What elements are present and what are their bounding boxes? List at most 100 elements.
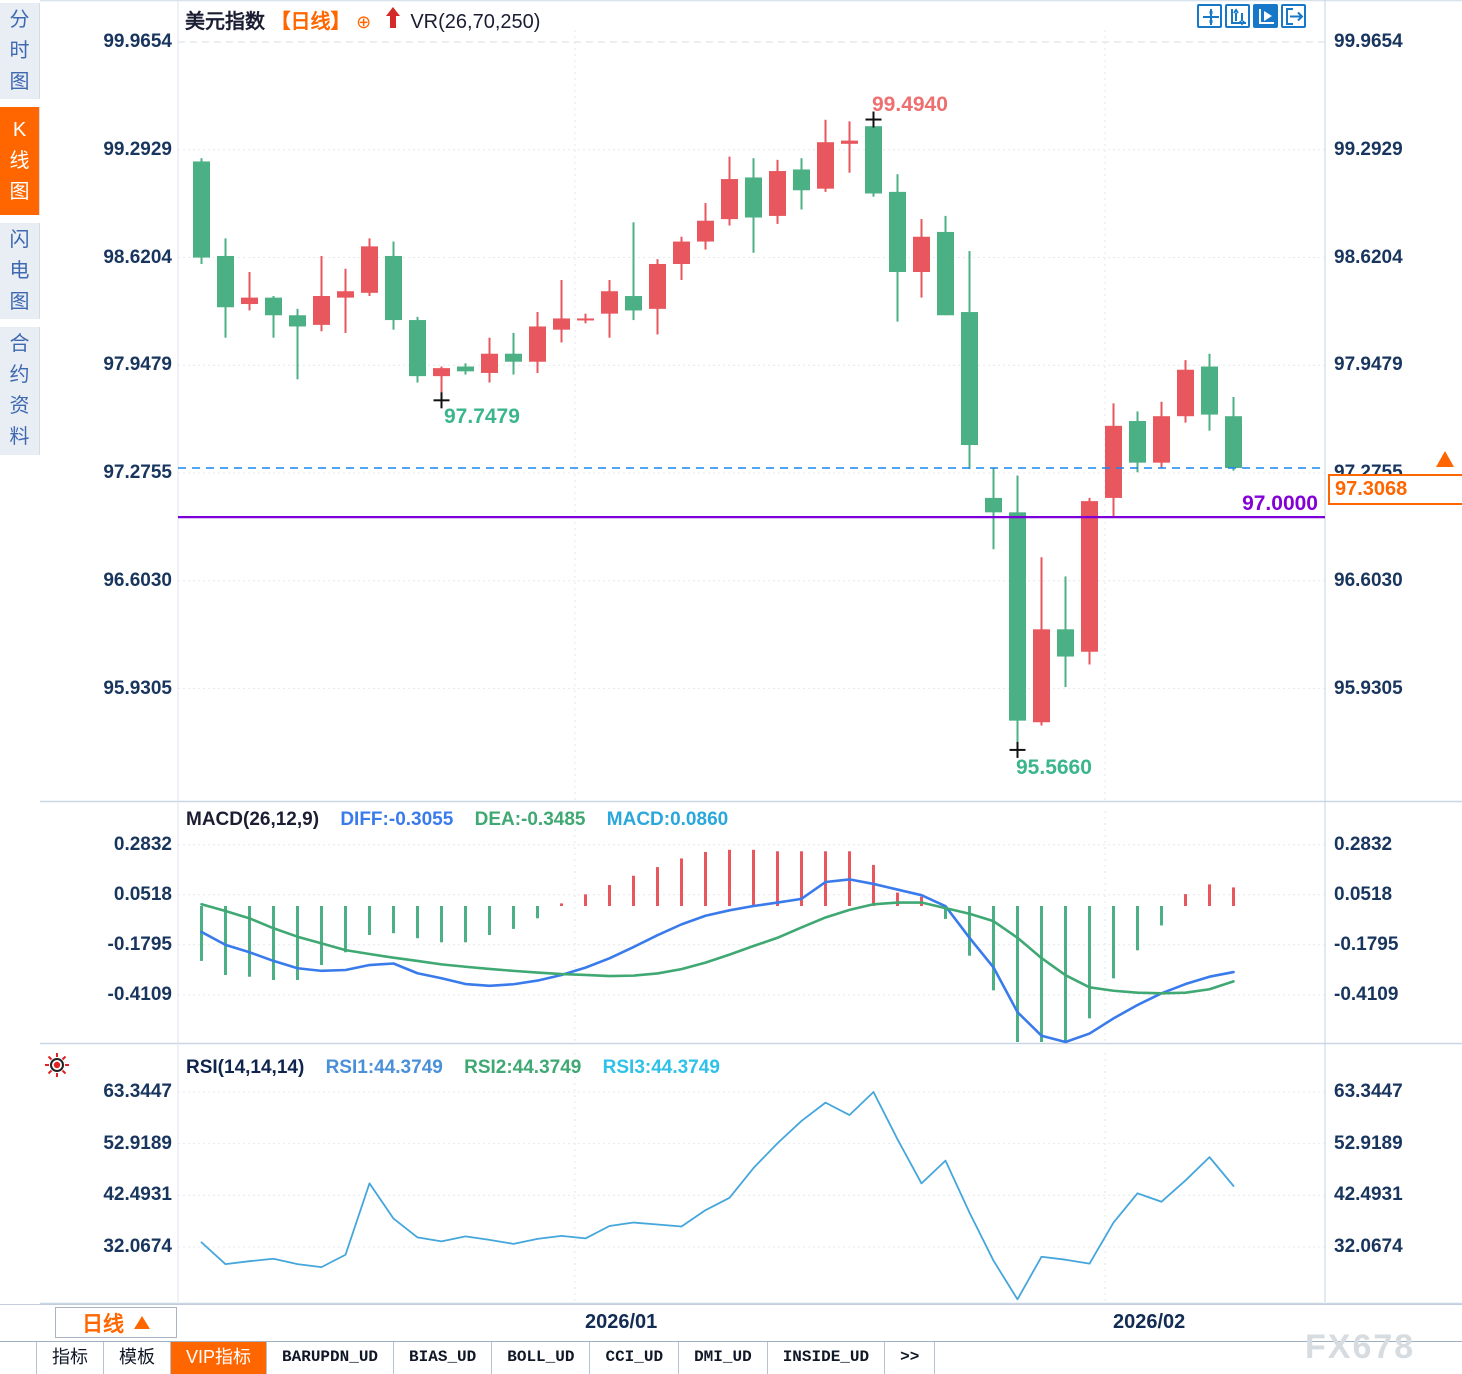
rsi2-value: RSI2:44.3749 (464, 1057, 582, 1078)
y-axis-tick-right: 52.9189 (1334, 1132, 1403, 1154)
candle-body (1081, 501, 1098, 652)
y-axis-tick-right: 97.9479 (1334, 354, 1403, 376)
rsi1-value: RSI1:44.3749 (325, 1057, 443, 1078)
rsi-header: RSI(14,14,14) RSI1:44.3749 RSI2:44.3749 … (186, 1057, 736, 1079)
y-axis-tick-left: 32.0674 (103, 1235, 172, 1257)
candle-body (745, 177, 762, 218)
rsi3-value: RSI3:44.3749 (602, 1057, 720, 1078)
candle-body (1105, 425, 1122, 498)
candle-body (769, 171, 786, 216)
tab-vip[interactable]: VIP指标 (171, 1342, 268, 1374)
candle-body (961, 312, 978, 446)
candle-body (265, 297, 282, 316)
current-price-box: 97.3068 (1328, 474, 1462, 505)
tab-insideud[interactable]: INSIDE_UD (768, 1342, 886, 1374)
y-axis-tick-left: 63.3447 (103, 1081, 172, 1102)
tab-barupdnud[interactable]: BARUPDN_UD (267, 1342, 395, 1374)
y-axis-tick-right: -0.1795 (1334, 933, 1399, 955)
y-axis-tick-right: 32.0674 (1334, 1235, 1403, 1257)
candle-body (1009, 512, 1026, 721)
x-axis-date-january: 2026/01 (585, 1311, 658, 1333)
macd-title: MACD(26,12,9) (186, 809, 320, 830)
candle-body (457, 366, 474, 372)
candle-body (625, 296, 642, 311)
candle-body (1201, 366, 1218, 415)
candle-body (673, 241, 690, 264)
tab-bollud[interactable]: BOLL_UD (492, 1342, 591, 1374)
tab-[interactable]: 模板 (104, 1342, 171, 1374)
y-axis-tick-left: -0.4109 (107, 983, 172, 1005)
candle-body (529, 326, 546, 362)
sidebar-item-tab3[interactable]: 合约资料 (0, 327, 40, 455)
candle-body (841, 140, 858, 144)
rsi-title: RSI(14,14,14) (186, 1057, 305, 1078)
sidebar-item-char: 资 (9, 395, 30, 417)
candle-body (289, 315, 306, 327)
tab-[interactable]: 指标 (37, 1342, 104, 1374)
sidebar-item-tab0[interactable]: 分时图 (0, 3, 40, 99)
candle-body (865, 126, 882, 194)
mid-low-price-annotation: 97.7479 (444, 405, 520, 428)
triangle-up-icon (134, 1316, 150, 1329)
main-chart-header: 美元指数 【日线】 ⊕ VR(26,70,250) (185, 5, 540, 36)
y-axis-tick-right: 95.9305 (1334, 677, 1403, 699)
candle-body (913, 236, 930, 272)
indicator-tab-bar: 指标 模板 VIP指标 BARUPDN_UD BIAS_UD BOLL_UD CCI_UD D… (0, 1341, 1462, 1374)
rsi-line (200, 1091, 1235, 1301)
tab-cciud[interactable]: CCI_UD (590, 1342, 680, 1374)
sidebar-item-char: 分 (9, 8, 30, 31)
move-crosshair-icon[interactable] (1197, 4, 1222, 28)
sidebar-item-char: 料 (9, 426, 30, 448)
axis-scale-icon[interactable] (1225, 4, 1250, 28)
x-axis-date-february: 2026/02 (1113, 1311, 1186, 1333)
y-axis-tick-left: 0.2832 (113, 833, 172, 855)
sidebar-item-char: 图 (9, 290, 30, 313)
sidebar-item-char: 电 (9, 259, 30, 282)
support-line-label: 97.0000 (1242, 492, 1318, 515)
candle-body (889, 191, 906, 272)
red-up-arrow-icon (385, 6, 401, 36)
y-axis-tick-right: 63.3447 (1334, 1081, 1403, 1102)
y-axis-tick-right: 99.9654 (1334, 31, 1403, 52)
candle-body (697, 220, 714, 242)
sun-marker-icon (44, 1052, 70, 1078)
period-selector-button[interactable]: 日线 (55, 1307, 177, 1338)
sidebar-item-char: 约 (9, 364, 30, 386)
sidebar-item-char: 时 (9, 39, 30, 62)
y-axis-tick-right: -0.4109 (1334, 983, 1399, 1005)
tab-biasud[interactable]: BIAS_UD (394, 1342, 493, 1374)
candle-body (1057, 629, 1074, 657)
auto-scroll-icon[interactable] (1253, 4, 1278, 28)
candle-body (361, 246, 378, 293)
y-axis-tick-right: 0.0518 (1334, 883, 1393, 905)
y-axis-tick-left: 99.2929 (103, 138, 172, 160)
candle-body (505, 353, 522, 362)
tab-bar-spacer (0, 1342, 37, 1374)
candle-body (601, 291, 618, 314)
candle-body (649, 263, 666, 309)
candle-body (313, 296, 330, 325)
candle-body (721, 179, 738, 220)
add-indicator-icon[interactable]: ⊕ (356, 12, 372, 32)
tab-[interactable]: >> (885, 1342, 936, 1374)
sidebar-item-char: 图 (9, 70, 30, 93)
tab-dmiud[interactable]: DMI_UD (679, 1342, 768, 1374)
sidebar-item-char: K (12, 118, 27, 141)
y-axis-tick-left: 97.2755 (103, 462, 172, 483)
candle-body (985, 497, 1002, 513)
sidebar-item-tab2[interactable]: 闪电图 (0, 223, 40, 319)
bottom-axis-bar: 日线 2026/01 2026/02 (0, 1304, 1462, 1341)
candle-body (337, 291, 354, 298)
jump-to-latest-icon[interactable] (1281, 4, 1306, 28)
candle-body (217, 255, 234, 308)
overlay-indicator-label: VR(26,70,250) (410, 11, 541, 33)
candle-body (817, 142, 834, 189)
candle-body (409, 320, 426, 377)
candle-body (577, 318, 594, 321)
low-price-annotation: 95.5660 (1016, 756, 1092, 779)
macd-macd-value: MACD:0.0860 (606, 809, 729, 830)
y-axis-tick-left: 99.9654 (103, 31, 172, 52)
